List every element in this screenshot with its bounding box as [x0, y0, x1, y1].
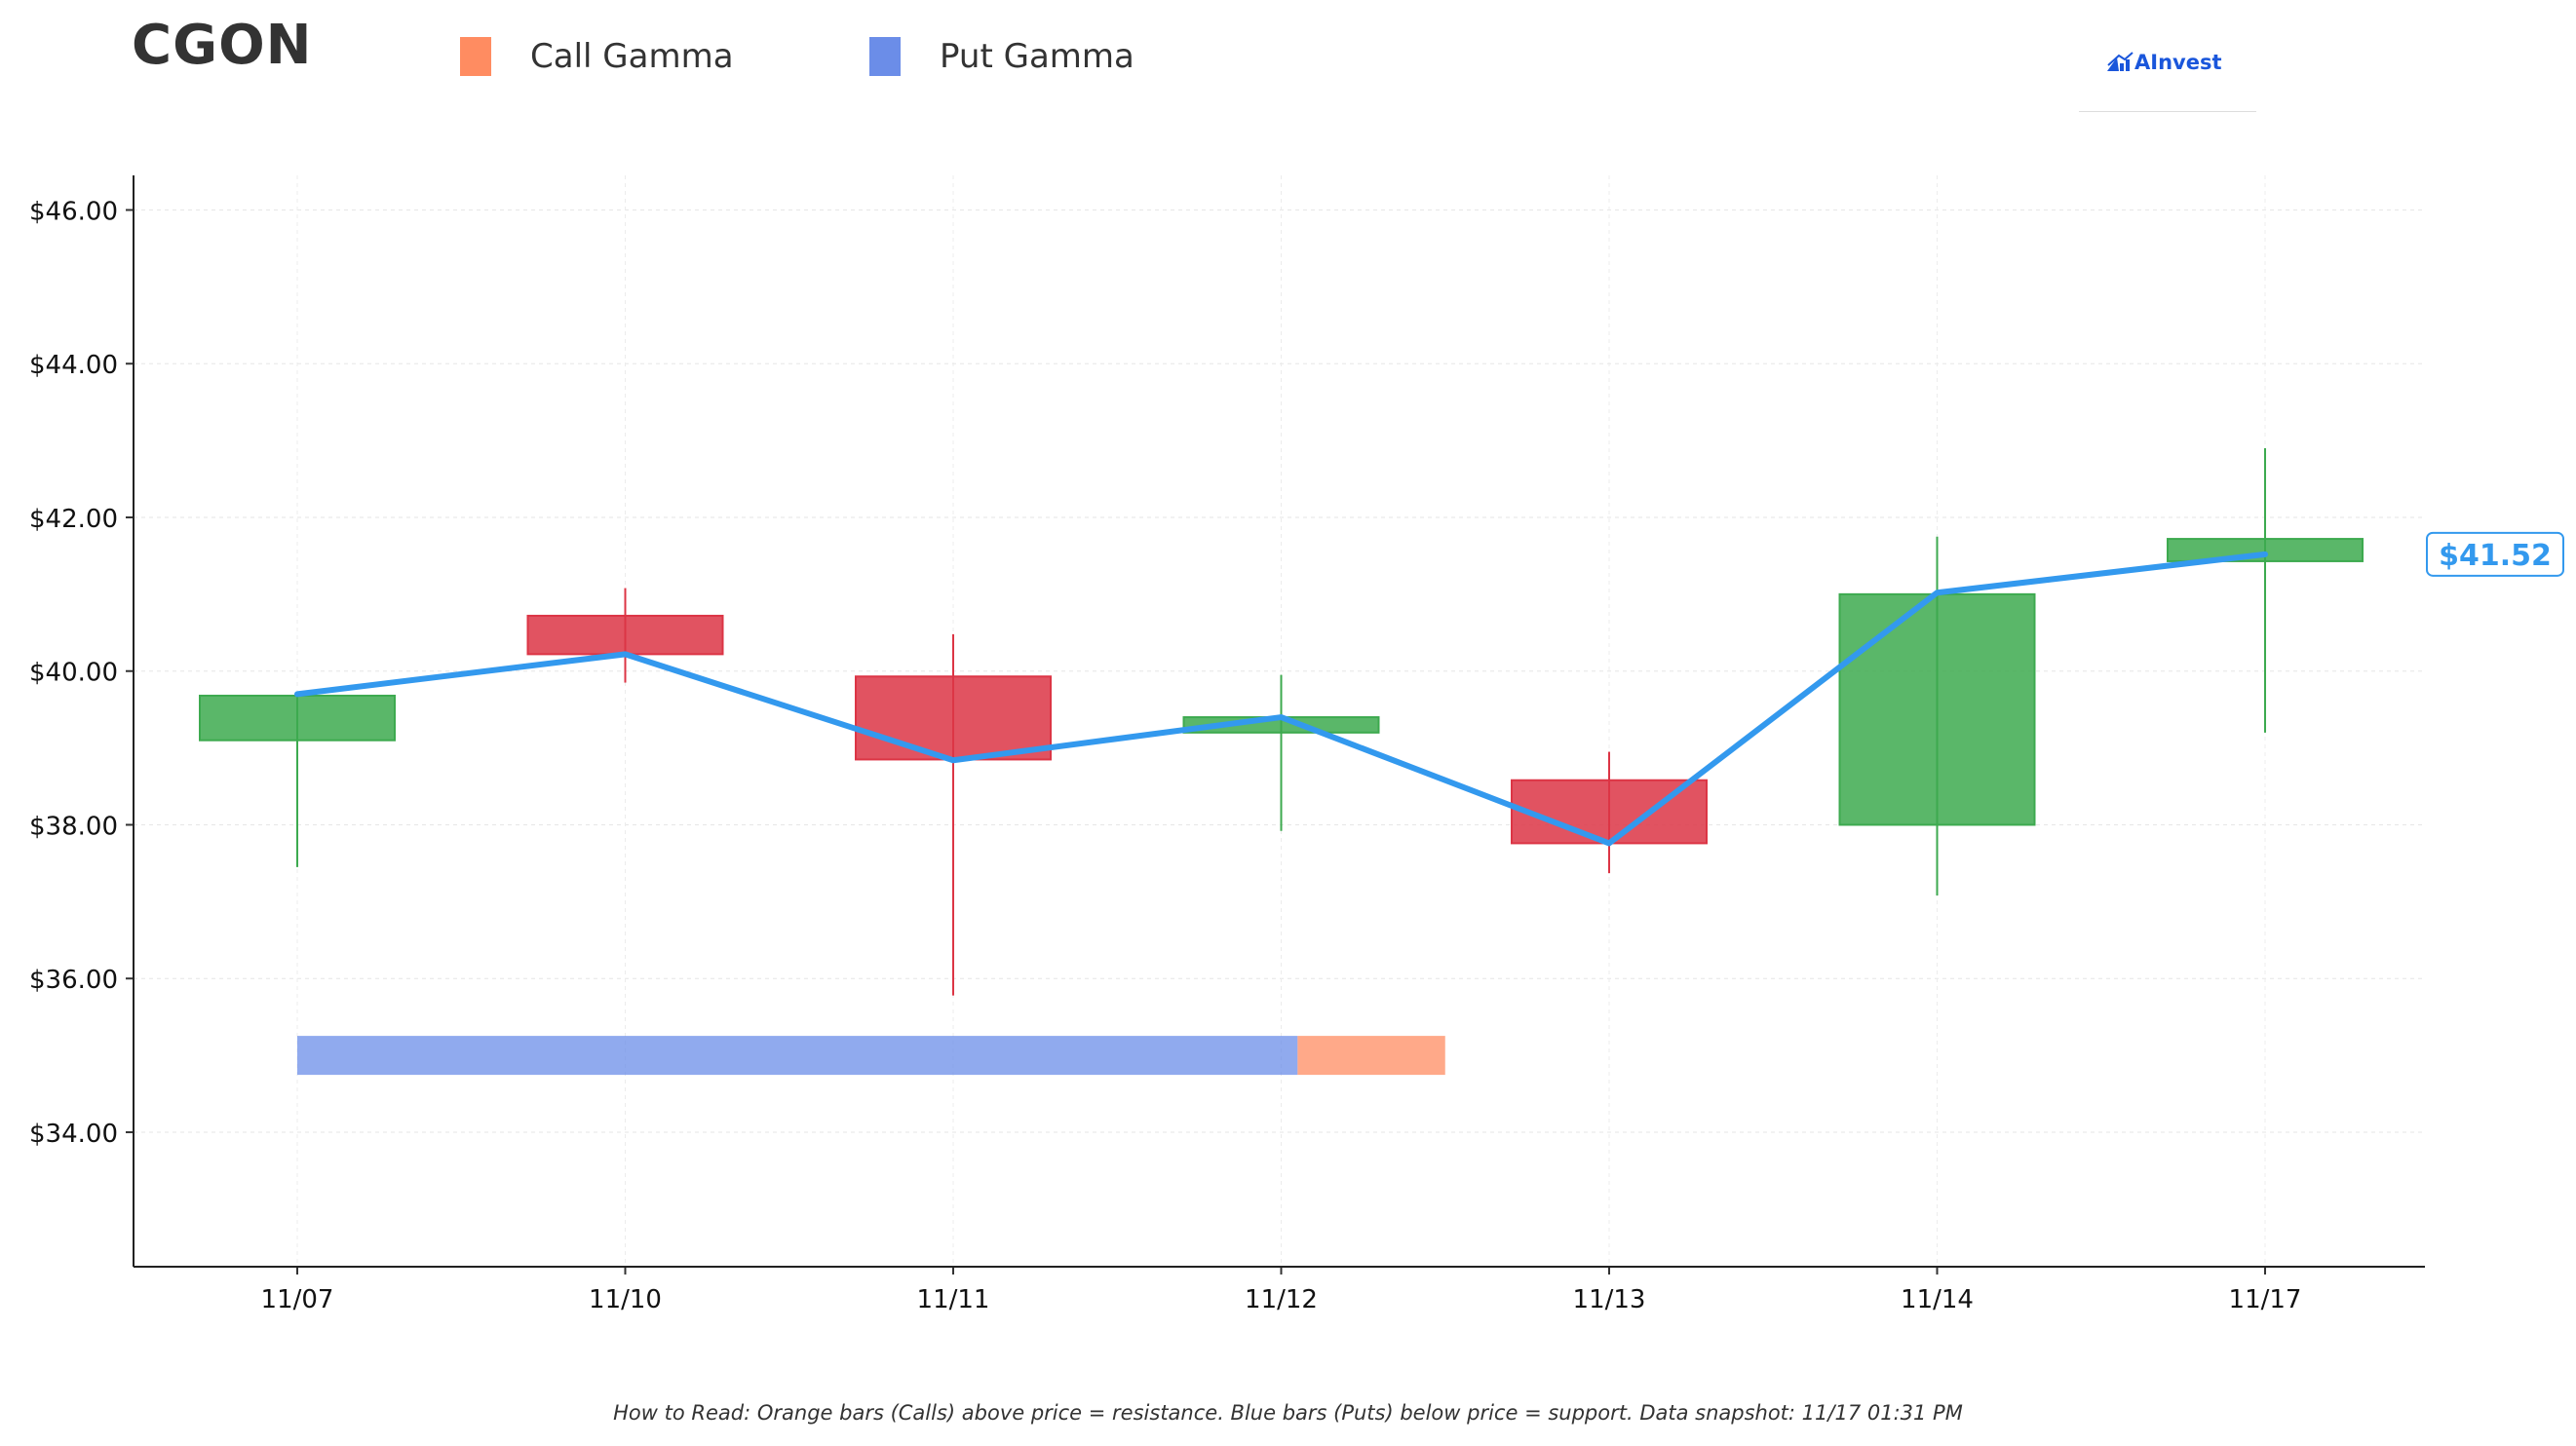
ytick-label: $38.00 [29, 812, 118, 841]
candle-body [199, 694, 396, 742]
current-price-label: $41.52 [2439, 539, 2552, 573]
logo-text: AInvest [2134, 51, 2222, 74]
xtick-label: 11/11 [917, 1285, 990, 1314]
ytick-label: $42.00 [29, 505, 118, 534]
price-line [294, 551, 2268, 847]
footnote: How to Read: Orange bars (Calls) above p… [613, 1401, 1963, 1425]
logo-divider [2079, 111, 2256, 112]
ainvest-logo: AInvest [2105, 51, 2222, 74]
put-gamma-bar [297, 1036, 1298, 1076]
xtick-label: 11/07 [261, 1285, 334, 1314]
xtick-label: 11/12 [1245, 1285, 1318, 1314]
legend-put-gamma: Put Gamma [869, 35, 1134, 78]
xtick-label: 11/14 [1901, 1285, 1974, 1314]
ytick-label: $36.00 [29, 966, 118, 995]
ainvest-logo-icon [2107, 52, 2134, 71]
candle-body [855, 675, 1052, 761]
ytick-label: $46.00 [29, 197, 118, 226]
legend-call-label: Call Gamma [530, 37, 734, 76]
ytick-label: $34.00 [29, 1120, 118, 1149]
candle-body [1838, 592, 2036, 826]
candle-body [526, 614, 724, 656]
current-price-box [2426, 531, 2564, 577]
candle-body [2167, 538, 2364, 562]
ytick-label: $44.00 [29, 351, 118, 380]
ticker-title: CGON [132, 14, 313, 77]
put-gamma-swatch-icon [869, 37, 901, 76]
legend-call-gamma: Call Gamma [460, 35, 734, 78]
xtick-label: 11/17 [2229, 1285, 2302, 1314]
xtick-label: 11/13 [1573, 1285, 1646, 1314]
ytick-label: $40.00 [29, 659, 118, 688]
xtick-label: 11/10 [589, 1285, 662, 1314]
call-gamma-swatch-icon [460, 37, 491, 76]
call-gamma-bar [1297, 1036, 1445, 1076]
legend-put-label: Put Gamma [940, 37, 1134, 76]
candlestick-chart: $34.00 $36.00 $38.00 $40.00 $42.00 $44.00 $46.… [29, 175, 2564, 1314]
